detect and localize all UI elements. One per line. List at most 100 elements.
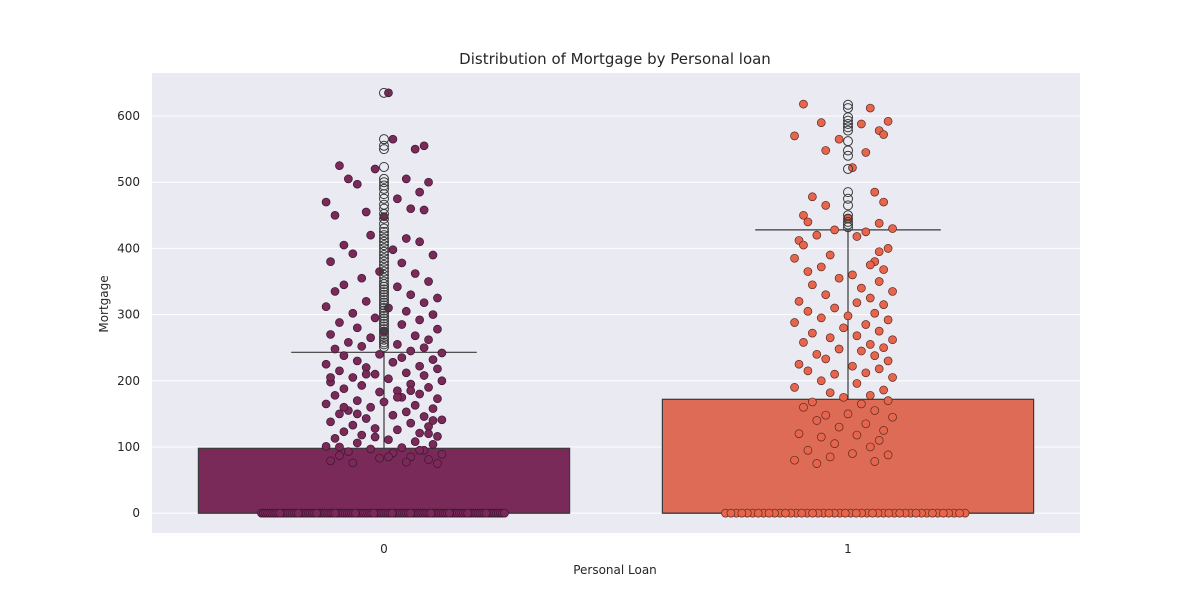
strip-point (366, 333, 375, 343)
strip-point (790, 318, 799, 327)
strip-point (816, 432, 826, 442)
strip-point (393, 194, 402, 204)
strip-point (874, 277, 884, 286)
strip-point (339, 280, 349, 290)
strip-point (352, 396, 362, 405)
strip-point (883, 116, 893, 126)
strip-point (874, 247, 884, 257)
strip-point (861, 320, 871, 329)
strip-point-zero (911, 508, 921, 518)
outlier-point (379, 263, 389, 274)
strip-point (361, 207, 371, 217)
outlier-point (379, 193, 389, 204)
strip-point (790, 383, 799, 392)
strip-point (803, 445, 813, 455)
x-tick-label-1: 1 (844, 542, 852, 556)
strip-point (790, 253, 799, 263)
strip-point-zero (895, 508, 905, 518)
strip-point (888, 373, 897, 382)
strip-point (888, 224, 897, 233)
strip-point (326, 330, 335, 339)
strip-point (348, 420, 358, 430)
strip-point (361, 414, 371, 423)
outlier-point (843, 150, 853, 161)
strip-point (865, 390, 875, 400)
strip-point (794, 359, 804, 369)
y-tick-label-200: 200 (117, 374, 140, 388)
y-tick-label-100: 100 (117, 440, 140, 454)
strip-point (839, 323, 848, 333)
strip-point (433, 364, 442, 374)
outlier-point (379, 240, 389, 251)
strip-point (321, 441, 331, 451)
strip-point (370, 369, 380, 379)
strip-point-zero (351, 508, 360, 518)
strip-point (808, 328, 817, 338)
strip-point (335, 451, 344, 460)
strip-point (825, 452, 835, 462)
strip-point (861, 227, 871, 237)
strip-point (393, 392, 402, 402)
strip-point (830, 303, 839, 313)
strip-point (415, 237, 424, 247)
strip-point (803, 267, 813, 276)
strip-point (428, 355, 438, 364)
strip-point (799, 99, 808, 109)
strip-point (825, 250, 835, 260)
strip-point (370, 164, 380, 174)
strip-point (401, 368, 411, 378)
strip-point (330, 287, 340, 296)
strip-point (410, 331, 420, 341)
strip-point (816, 118, 826, 127)
outliers-0 (379, 87, 389, 353)
strip-point (384, 374, 393, 384)
strip-point (879, 130, 888, 139)
strip-point (419, 371, 429, 380)
outlier-point (843, 99, 853, 110)
strip-point-zero (369, 508, 379, 518)
strip-point (344, 174, 353, 184)
outlier-point (379, 213, 389, 224)
strip-point (834, 134, 844, 144)
strip-point-zero (726, 508, 736, 518)
strip-point (834, 422, 844, 432)
outlier-point (843, 210, 853, 221)
strip-point (370, 424, 380, 433)
strip-point-zero (330, 508, 340, 518)
outliers-layer (379, 87, 853, 353)
strip-point (352, 409, 362, 419)
strip-point-zero (753, 508, 763, 518)
outlier-point (379, 253, 389, 264)
strip-point-zero (293, 508, 303, 518)
strip-point (825, 333, 835, 343)
chart-title: Distribution of Mortgage by Personal loa… (459, 50, 771, 68)
strip-point (370, 432, 380, 442)
strip-point (415, 389, 424, 399)
y-tick-label-500: 500 (117, 175, 140, 189)
outlier-point (379, 236, 389, 247)
strip-point (803, 306, 813, 316)
outlier-point (843, 216, 853, 227)
strip-point (865, 340, 875, 349)
strip-point (419, 298, 429, 308)
strip-point (830, 369, 839, 379)
outlier-point (379, 144, 389, 155)
outlier-point (379, 318, 389, 329)
strip-point (352, 179, 362, 189)
strip-point (401, 174, 411, 184)
strip-point (415, 187, 424, 197)
outlier-point (843, 122, 853, 133)
strip-point (428, 416, 438, 425)
strip-point (816, 262, 826, 272)
outlier-point (379, 276, 389, 287)
y-tick-label-0: 0 (132, 506, 140, 520)
outlier-point (379, 233, 389, 244)
strip-point (415, 361, 424, 371)
outlier-point (379, 266, 389, 277)
strip-point (874, 326, 884, 336)
strip-point (357, 342, 367, 351)
strip-point (401, 234, 411, 243)
